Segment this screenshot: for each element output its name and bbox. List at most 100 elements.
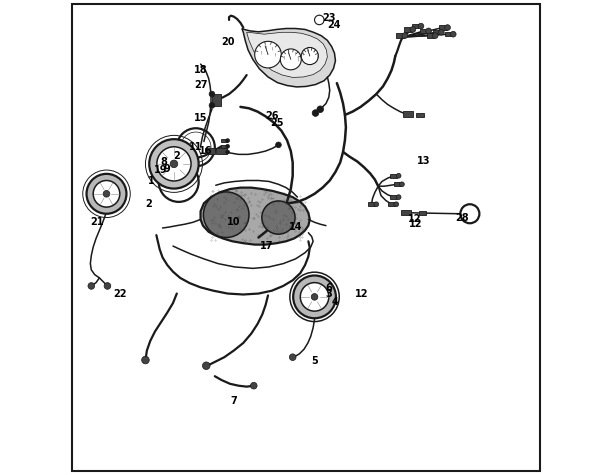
Circle shape — [400, 182, 405, 187]
Text: 7: 7 — [231, 396, 237, 407]
Bar — [427, 33, 435, 38]
Text: 2: 2 — [145, 199, 152, 209]
Text: 13: 13 — [417, 155, 431, 166]
Polygon shape — [242, 28, 335, 87]
Circle shape — [275, 142, 282, 148]
Text: |: | — [265, 46, 266, 50]
Bar — [439, 26, 447, 29]
Bar — [403, 111, 413, 116]
Text: |: | — [313, 48, 315, 52]
Text: 26: 26 — [265, 111, 278, 122]
Text: 4: 4 — [331, 296, 338, 307]
Circle shape — [439, 29, 444, 35]
Text: 20: 20 — [221, 37, 234, 47]
Text: 11: 11 — [189, 142, 203, 152]
Circle shape — [445, 25, 450, 30]
Text: 28: 28 — [455, 212, 469, 223]
Circle shape — [396, 195, 401, 200]
Circle shape — [396, 173, 401, 178]
Bar — [419, 210, 426, 215]
Circle shape — [402, 33, 408, 38]
Text: |: | — [261, 50, 262, 55]
Circle shape — [141, 356, 149, 364]
Bar — [388, 202, 395, 206]
Bar — [394, 182, 401, 186]
Circle shape — [280, 49, 301, 70]
Text: 23: 23 — [322, 13, 335, 23]
Circle shape — [289, 354, 296, 361]
Text: 12: 12 — [408, 213, 421, 224]
Circle shape — [157, 147, 191, 181]
Text: |: | — [294, 52, 296, 56]
Circle shape — [426, 28, 431, 34]
Text: |: | — [272, 47, 273, 51]
Circle shape — [209, 91, 215, 97]
Circle shape — [203, 362, 210, 370]
Circle shape — [315, 15, 324, 25]
Circle shape — [312, 294, 318, 300]
Bar — [433, 30, 441, 35]
Bar — [390, 195, 397, 199]
Bar — [396, 33, 404, 38]
Circle shape — [312, 110, 319, 116]
Circle shape — [432, 33, 438, 38]
Bar — [216, 148, 226, 154]
Text: |: | — [297, 57, 299, 61]
Bar — [416, 113, 424, 117]
Circle shape — [149, 139, 199, 189]
Circle shape — [262, 201, 295, 234]
Bar — [222, 139, 227, 142]
Circle shape — [103, 190, 110, 197]
Text: |: | — [307, 48, 308, 51]
Circle shape — [300, 283, 329, 311]
Text: 3: 3 — [326, 288, 332, 299]
Circle shape — [255, 41, 282, 68]
Circle shape — [374, 202, 379, 207]
Circle shape — [293, 276, 336, 318]
Text: 10: 10 — [227, 217, 241, 228]
Text: 15: 15 — [194, 113, 207, 123]
Text: 16: 16 — [198, 146, 212, 156]
Bar — [401, 210, 411, 215]
Polygon shape — [247, 32, 327, 77]
Polygon shape — [201, 188, 310, 245]
Circle shape — [317, 106, 324, 113]
Circle shape — [209, 103, 215, 108]
Text: 2: 2 — [173, 151, 180, 161]
Text: 5: 5 — [311, 356, 318, 366]
Text: 14: 14 — [289, 222, 302, 232]
Bar — [412, 24, 420, 28]
Text: 27: 27 — [194, 79, 207, 90]
Circle shape — [410, 27, 416, 32]
Text: 8: 8 — [160, 156, 167, 167]
Text: 6: 6 — [326, 283, 332, 293]
Text: 12: 12 — [408, 219, 422, 229]
Text: 22: 22 — [113, 288, 127, 299]
Text: |: | — [302, 52, 304, 56]
Text: 25: 25 — [270, 117, 283, 128]
Bar — [390, 174, 397, 178]
Circle shape — [104, 283, 111, 289]
Circle shape — [203, 192, 249, 238]
Bar — [222, 151, 227, 153]
Text: 12: 12 — [356, 288, 369, 299]
Text: 24: 24 — [327, 19, 340, 30]
Circle shape — [301, 48, 318, 65]
Text: |: | — [288, 51, 289, 55]
Circle shape — [226, 139, 230, 142]
Circle shape — [86, 174, 127, 214]
Text: 18: 18 — [194, 65, 207, 76]
Bar — [420, 28, 428, 33]
Bar — [205, 148, 215, 154]
Bar — [212, 94, 221, 105]
Text: |: | — [274, 53, 276, 57]
Text: 1: 1 — [148, 175, 155, 186]
Bar — [368, 202, 375, 206]
Text: |: | — [316, 54, 318, 58]
Text: 17: 17 — [260, 241, 274, 251]
Text: 21: 21 — [90, 217, 104, 228]
Bar — [405, 27, 412, 31]
Circle shape — [250, 382, 257, 389]
Text: 19: 19 — [154, 165, 168, 175]
Circle shape — [226, 144, 230, 148]
